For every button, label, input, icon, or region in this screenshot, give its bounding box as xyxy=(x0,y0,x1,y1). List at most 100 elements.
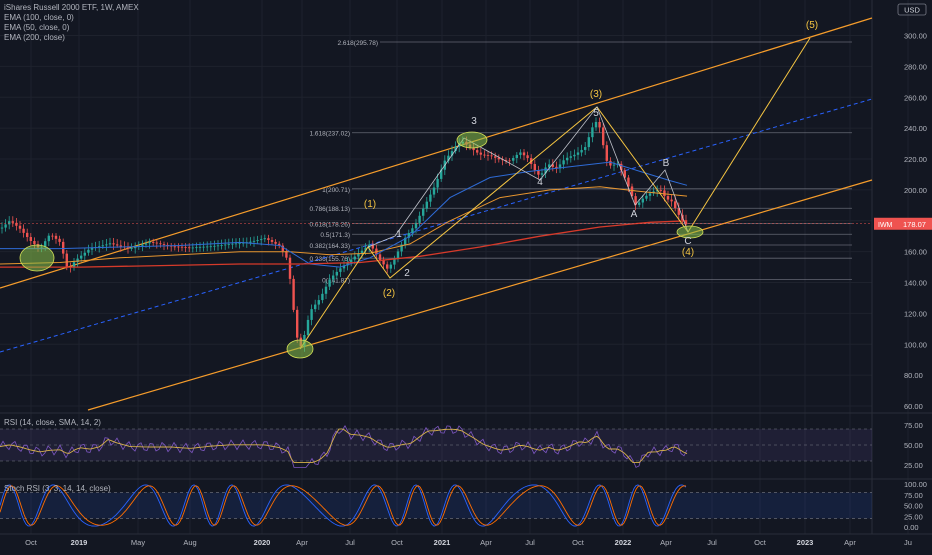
candle-body xyxy=(584,147,587,150)
candle-body xyxy=(141,244,144,246)
sub-wave-path[interactable] xyxy=(367,137,465,248)
candle-body xyxy=(324,286,328,294)
price-axis[interactable]: USD300.00280.00260.00240.00220.00200.001… xyxy=(0,3,932,532)
ema-100-legend[interactable]: EMA (100, close, 0) xyxy=(4,13,74,22)
candle-body xyxy=(486,155,490,156)
candle-body xyxy=(641,198,644,203)
candle-body xyxy=(684,220,688,225)
candle-body xyxy=(440,169,443,179)
candle-body xyxy=(105,244,108,246)
candle-body xyxy=(425,201,428,209)
candle-body xyxy=(47,235,50,242)
candle-body xyxy=(389,264,392,269)
candle-body xyxy=(407,233,410,238)
highlight-ellipse[interactable] xyxy=(19,244,55,272)
channel-midline[interactable] xyxy=(0,98,873,353)
stoch-tick-label: 50.00 xyxy=(904,502,923,511)
candle-body xyxy=(44,241,47,247)
last-price-tag[interactable] xyxy=(874,217,932,230)
fib-level-label: 2.618(295.78) xyxy=(338,40,378,47)
rsi-ma-line xyxy=(0,428,688,464)
candle-body xyxy=(339,268,342,272)
candle-body xyxy=(54,235,58,239)
candle-body xyxy=(231,243,234,245)
candle-body xyxy=(519,152,522,155)
candle-body xyxy=(371,244,374,249)
highlight-ellipse[interactable] xyxy=(456,131,488,149)
fib-level-label: 0.382(164.33) xyxy=(310,243,350,250)
time-tick-label: Apr xyxy=(296,538,308,547)
highlight-ellipse[interactable] xyxy=(286,339,314,359)
rsi-pane[interactable] xyxy=(0,424,872,468)
sub-wave-path[interactable] xyxy=(463,106,689,233)
candle-body xyxy=(216,245,220,247)
candle-body xyxy=(180,246,184,248)
primary-wave-path[interactable] xyxy=(299,37,811,350)
highlight-ellipses[interactable] xyxy=(19,131,704,359)
candle-body xyxy=(418,215,421,223)
candle-body xyxy=(260,239,263,241)
wave-label: 2 xyxy=(404,268,410,279)
price-tick-label: 300.00 xyxy=(904,32,927,41)
symbol-title[interactable]: iShares Russell 2000 ETF, 1W, AMEX xyxy=(4,3,139,12)
time-tick-label: 2023 xyxy=(797,538,814,547)
candle-body xyxy=(396,251,400,259)
candle-body xyxy=(544,167,547,174)
candle-body xyxy=(504,160,508,161)
candle-body xyxy=(342,265,346,269)
candle-body xyxy=(15,222,18,226)
time-axis[interactable]: Oct 2019 May Aug 2020 Apr Jul Oct 2021 Apr Jul Oct 2… xyxy=(0,533,932,547)
candle-body xyxy=(447,155,450,161)
candle-body xyxy=(476,150,479,153)
candle-body xyxy=(587,137,590,148)
stoch-k-line xyxy=(0,484,687,527)
stoch-pane-label[interactable]: Stoch RSI (3, 3, 14, 14, close) xyxy=(4,484,111,493)
candle-body xyxy=(609,160,612,166)
wave-label: (3) xyxy=(590,89,602,100)
trend-channel[interactable] xyxy=(0,17,873,411)
candle-body xyxy=(33,240,36,245)
candle-body xyxy=(627,177,630,187)
candle-body xyxy=(357,253,360,257)
candle-body xyxy=(634,196,637,205)
highlight-ellipse[interactable] xyxy=(676,225,704,239)
channel-upper-line[interactable] xyxy=(0,17,873,289)
wave-label: A xyxy=(631,209,638,220)
fib-level-label: 0(141.87) xyxy=(322,278,350,285)
elliott-wave-lines[interactable] xyxy=(299,37,811,350)
stoch-rsi-pane[interactable] xyxy=(0,484,872,527)
candle-body xyxy=(663,190,666,197)
channel-lower-line[interactable] xyxy=(87,179,873,411)
ema-200-legend[interactable]: EMA (200, close) xyxy=(4,33,65,42)
candle-body xyxy=(310,309,313,320)
candle-body xyxy=(238,243,241,244)
time-tick-label: Oct xyxy=(391,538,404,547)
fib-level-label: 0.786(188.13) xyxy=(310,206,350,213)
candle-body xyxy=(378,254,382,261)
wave-label: C xyxy=(684,236,691,247)
candle-body xyxy=(382,260,385,265)
time-tick-label: Oct xyxy=(572,538,585,547)
candle-body xyxy=(80,255,83,259)
candle-body xyxy=(594,121,598,128)
currency-label: USD xyxy=(904,6,920,15)
candle-body xyxy=(483,154,486,156)
candle-body xyxy=(332,275,335,280)
candle-body xyxy=(76,258,79,263)
price-tick-label: 60.00 xyxy=(904,402,923,411)
candle-body xyxy=(98,246,101,248)
ema-50-legend[interactable]: EMA (50, close, 0) xyxy=(4,23,70,32)
rsi-pane-label[interactable]: RSI (14, close, SMA, 14, 2) xyxy=(4,418,101,427)
candle-body xyxy=(346,262,349,266)
candle-body xyxy=(209,246,212,248)
candle-body xyxy=(540,173,544,175)
price-tick-label: 100.00 xyxy=(904,340,927,349)
candle-body xyxy=(224,244,227,246)
candle-body xyxy=(314,304,317,310)
candle-body xyxy=(562,160,565,165)
candle-body xyxy=(195,247,198,249)
currency-badge[interactable] xyxy=(897,3,927,16)
stoch-tick-label: 0.00 xyxy=(904,523,919,532)
